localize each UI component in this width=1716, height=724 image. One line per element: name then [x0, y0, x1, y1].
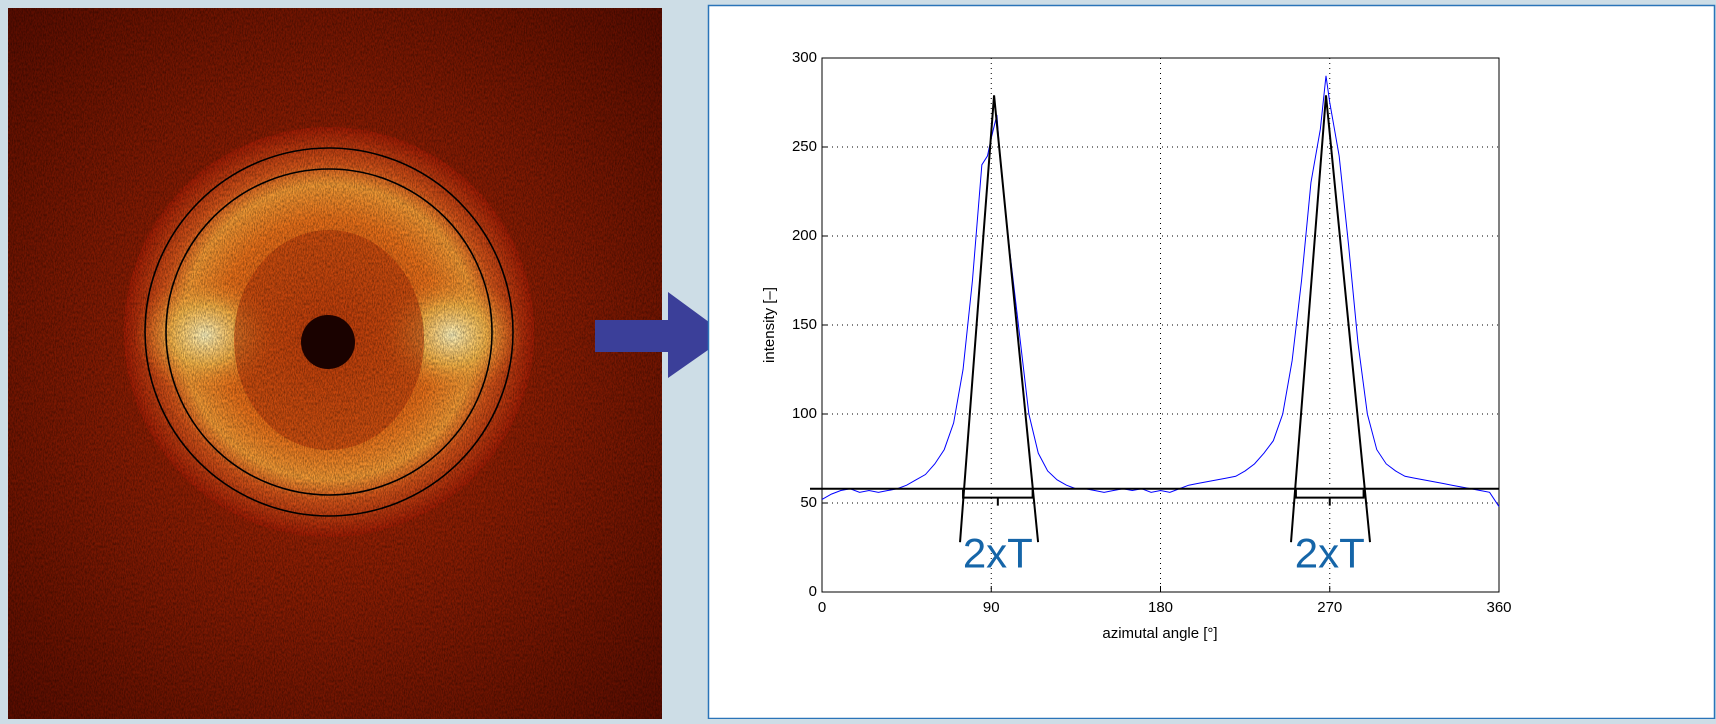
x-tick-label: 270 — [1317, 599, 1342, 616]
chart-panel — [707, 4, 1716, 720]
plot: 0 50 100 150 200 250 300 0 90 180 270 360 2xT 2xT — [792, 49, 1512, 616]
y-tick-label: 50 — [800, 494, 817, 511]
x-axis-label: azimutal angle [°] — [1102, 625, 1217, 642]
arrow — [595, 292, 728, 378]
fit-line — [959, 95, 1040, 543]
x-tick-label: 360 — [1486, 599, 1511, 616]
x-tick-label: 90 — [983, 599, 1000, 616]
annotation: 2xT — [963, 530, 1033, 577]
bracket — [1294, 489, 1365, 506]
axes-box — [821, 57, 1500, 593]
x-tick-label: 180 — [1148, 599, 1173, 616]
annotation: 2xT — [1295, 530, 1365, 577]
y-tick-label: 150 — [792, 316, 817, 333]
y-tick-label: 100 — [792, 405, 817, 422]
y-tick-label: 0 — [809, 583, 817, 600]
x-tick-label: 0 — [818, 599, 826, 616]
diffraction-image — [8, 8, 662, 719]
y-tick-label: 250 — [792, 138, 817, 155]
y-tick-label: 300 — [792, 49, 817, 66]
fit-line — [1290, 95, 1371, 543]
data-line — [821, 75, 1500, 507]
bracket — [962, 489, 1034, 506]
y-axis-label: intensity [–] — [761, 287, 778, 363]
y-tick-label: 200 — [792, 227, 817, 244]
